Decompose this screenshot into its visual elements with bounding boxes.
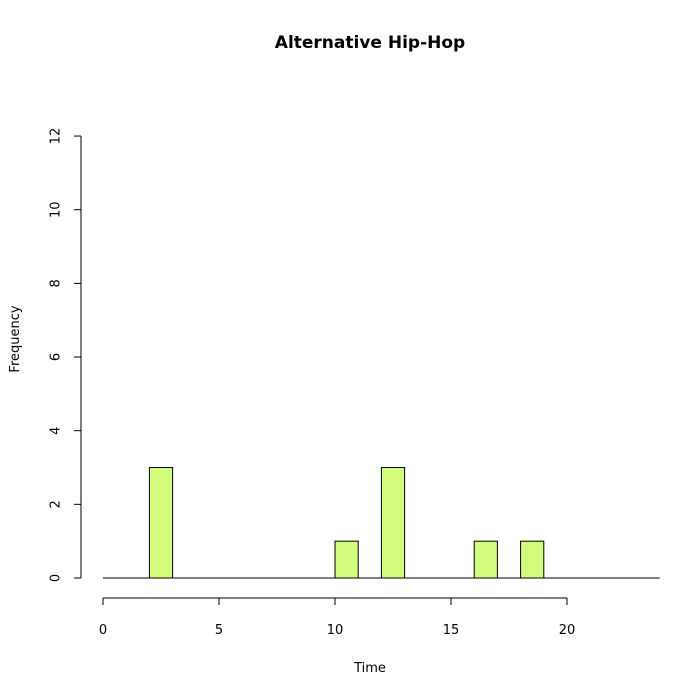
x-tick-label: 15: [443, 623, 460, 638]
bars-group: [103, 467, 660, 579]
y-tick-label: 0: [49, 574, 64, 582]
y-tick-label: 4: [49, 427, 64, 435]
x-tick-label: 20: [559, 623, 576, 638]
y-tick-label: 2: [49, 500, 64, 508]
histogram-bar: [473, 540, 498, 579]
y-tick-label: 6: [49, 353, 64, 361]
y-axis: 0 2 4 6 8 10 12: [49, 128, 82, 582]
y-tick-label: 8: [49, 279, 64, 287]
histogram-bar: [380, 467, 406, 579]
x-axis-label: Time: [353, 661, 386, 676]
histogram-bar: [520, 540, 545, 579]
y-axis-label: Frequency: [8, 305, 23, 372]
x-tick-label: 0: [99, 623, 107, 638]
histogram-bar: [148, 467, 174, 579]
x-axis: 0 5 10 15 20: [99, 597, 576, 638]
chart-title: Alternative Hip-Hop: [275, 33, 465, 53]
y-tick-label: 12: [49, 128, 64, 145]
x-tick-label: 10: [327, 623, 344, 638]
y-tick-label: 10: [49, 201, 64, 218]
x-tick-label: 5: [215, 623, 223, 638]
histogram-bar: [334, 540, 359, 579]
